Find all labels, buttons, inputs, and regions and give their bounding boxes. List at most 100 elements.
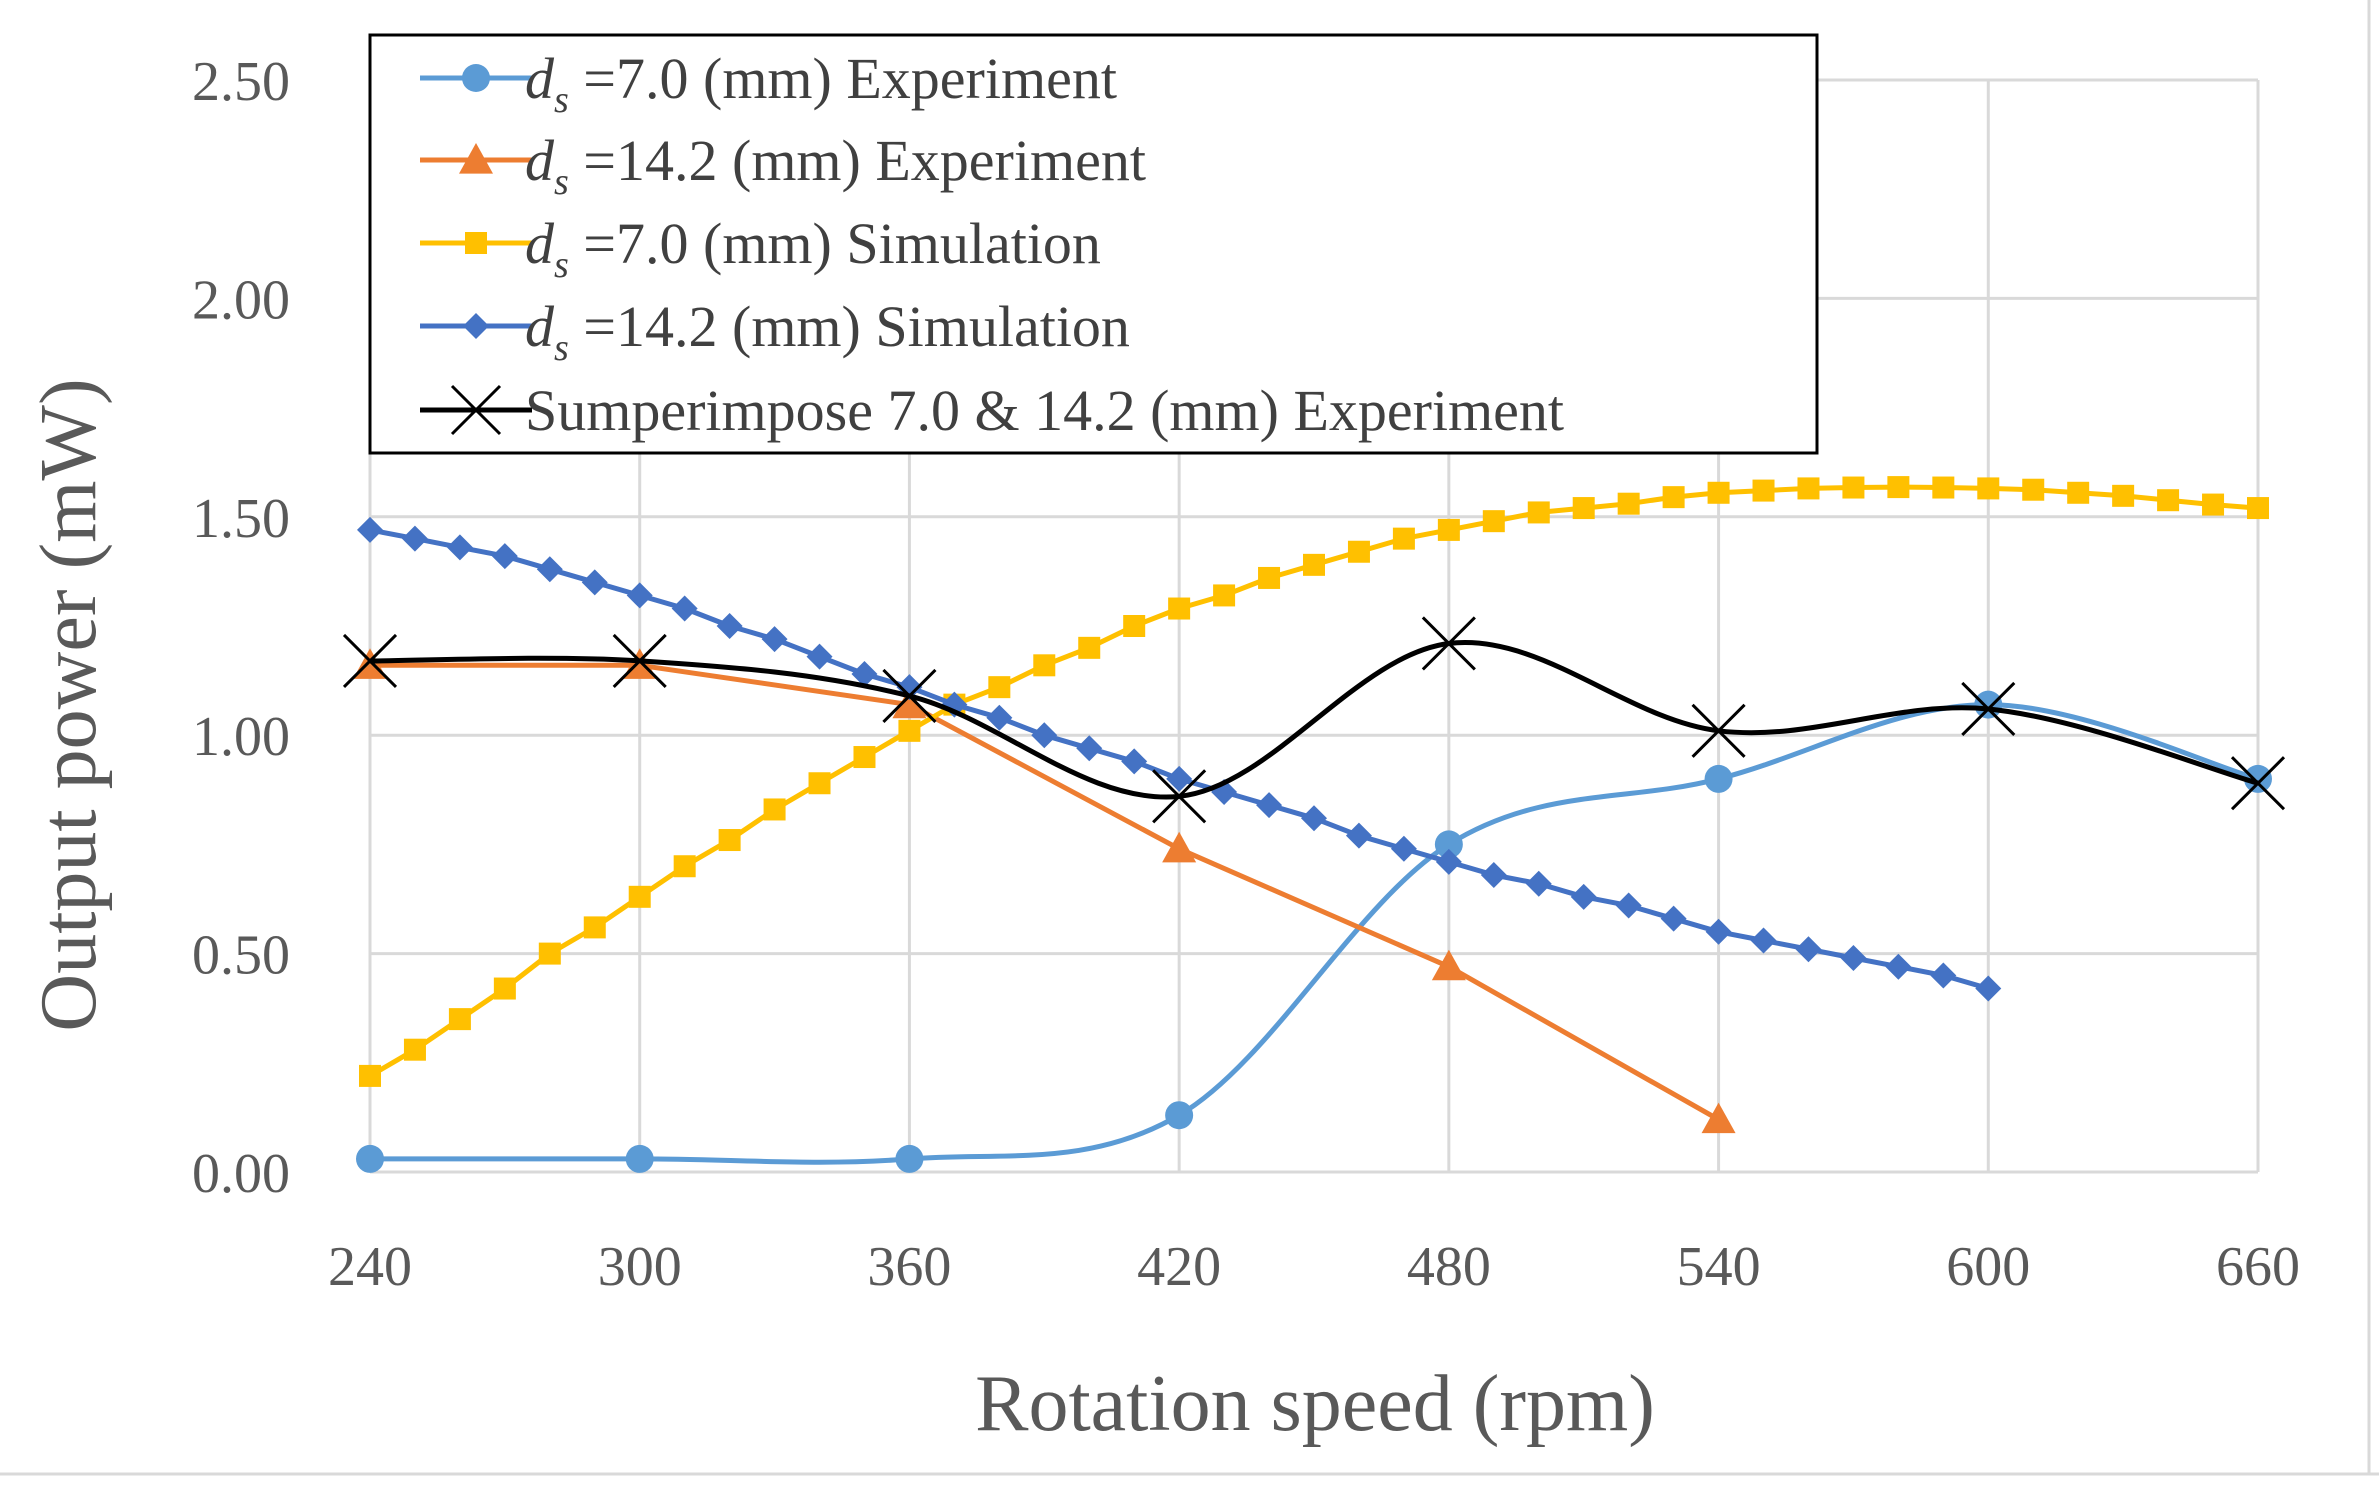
y-tick-label: 0.00 [192,1143,290,1205]
data-point [448,1008,471,1031]
data-point [988,676,1011,699]
data-point [1527,501,1550,524]
data-point [493,977,516,1000]
data-point [1662,486,1685,509]
data-point [1842,476,1865,499]
data-point [1390,835,1417,862]
series-ds14-simulation [357,516,2002,1002]
data-point [1525,870,1552,897]
data-point [673,855,696,878]
data-point [463,313,489,339]
data-point [1701,1102,1736,1134]
data-point [882,668,937,723]
data-point [1152,769,1207,824]
x-axis-title: Rotation speed (rpm) [975,1360,1655,1448]
data-point [491,543,518,570]
data-point [1961,681,2016,737]
data-point [1617,492,1640,515]
data-point [1797,477,1820,500]
x-tick-label: 420 [1137,1236,1221,1298]
data-point [1392,527,1415,550]
data-point [2244,764,2272,793]
legend-label: Sumperimpose 7.0 & 14.2 (mm) Experiment [525,378,1564,443]
data-point [1123,615,1146,637]
data-point [342,633,398,689]
y-tick-label: 1.50 [192,488,290,550]
plot-area [342,476,2286,1173]
data-point [1704,764,1733,793]
data-point [1303,553,1325,576]
data-point [581,569,608,596]
data-point [450,384,502,436]
legend-box [368,33,1819,455]
data-point [1347,540,1370,563]
data-point [853,746,876,769]
data-point [1301,805,1327,832]
y-tick-label: 0.50 [192,925,290,987]
data-point [1165,1101,1194,1130]
data-point [536,556,563,583]
data-point [1615,892,1642,919]
data-point [1705,918,1732,945]
data-point [1977,477,2000,500]
data-point [1570,883,1597,910]
legend-item: ds =7.0 (mm) Experiment [420,46,1117,121]
data-point [612,633,667,689]
data-point [1691,703,1746,758]
x-tick-label: 600 [1946,1236,2030,1298]
data-point [2157,489,2180,512]
data-point [538,942,561,965]
data-point [1795,936,1822,963]
data-point [986,704,1013,731]
legend-label-variable: d [525,211,555,276]
data-point [1660,905,1687,932]
data-point [1033,654,1056,677]
data-point [1974,690,2003,719]
data-point [1885,953,1912,980]
data-point [583,916,606,939]
data-point [1166,765,1193,792]
legend-item: ds =14.2 (mm) Simulation [420,294,1130,369]
data-point [718,829,741,852]
data-point [1256,792,1283,819]
legend-label: ds =14.2 (mm) Experiment [525,128,1146,203]
data-point [462,64,490,92]
data-point [898,719,921,742]
data-point [1437,518,1460,541]
y-tick-label: 2.50 [192,51,290,113]
legend-label: ds =7.0 (mm) Experiment [525,46,1117,121]
data-point [1480,861,1507,888]
data-point [1078,636,1101,659]
legend-label-subscript: s [554,327,569,369]
data-point [1975,975,2002,1002]
y-tick-label: 2.00 [192,269,290,331]
data-point [851,661,878,688]
legend-item: Sumperimpose 7.0 & 14.2 (mm) Experiment [420,378,1564,443]
data-point [1421,616,1476,671]
legend-label-subscript: s [554,79,569,121]
data-point [1121,748,1148,775]
legend-label-text: =7.0 (mm) Simulation [569,211,1101,276]
data-point [356,1144,384,1173]
legend-item: ds =14.2 (mm) Experiment [420,128,1146,203]
data-point [628,885,651,908]
data-point [895,1144,924,1173]
x-tick-label: 240 [328,1236,412,1298]
data-point [1162,831,1197,863]
data-point [1482,510,1505,533]
legend-label-subscript: s [554,161,569,203]
data-point [1431,949,1466,981]
data-point [403,1038,426,1061]
data-point [2067,481,2090,504]
data-point [671,595,698,622]
data-point [2247,497,2269,520]
data-point [1887,476,1910,499]
series-line [369,640,2259,800]
data-point [1707,481,1730,504]
y-axis-title: Output power (mW) [25,378,113,1031]
data-point [1435,848,1462,875]
data-point [1932,476,1955,499]
data-point [1076,735,1103,762]
data-point [716,613,743,639]
